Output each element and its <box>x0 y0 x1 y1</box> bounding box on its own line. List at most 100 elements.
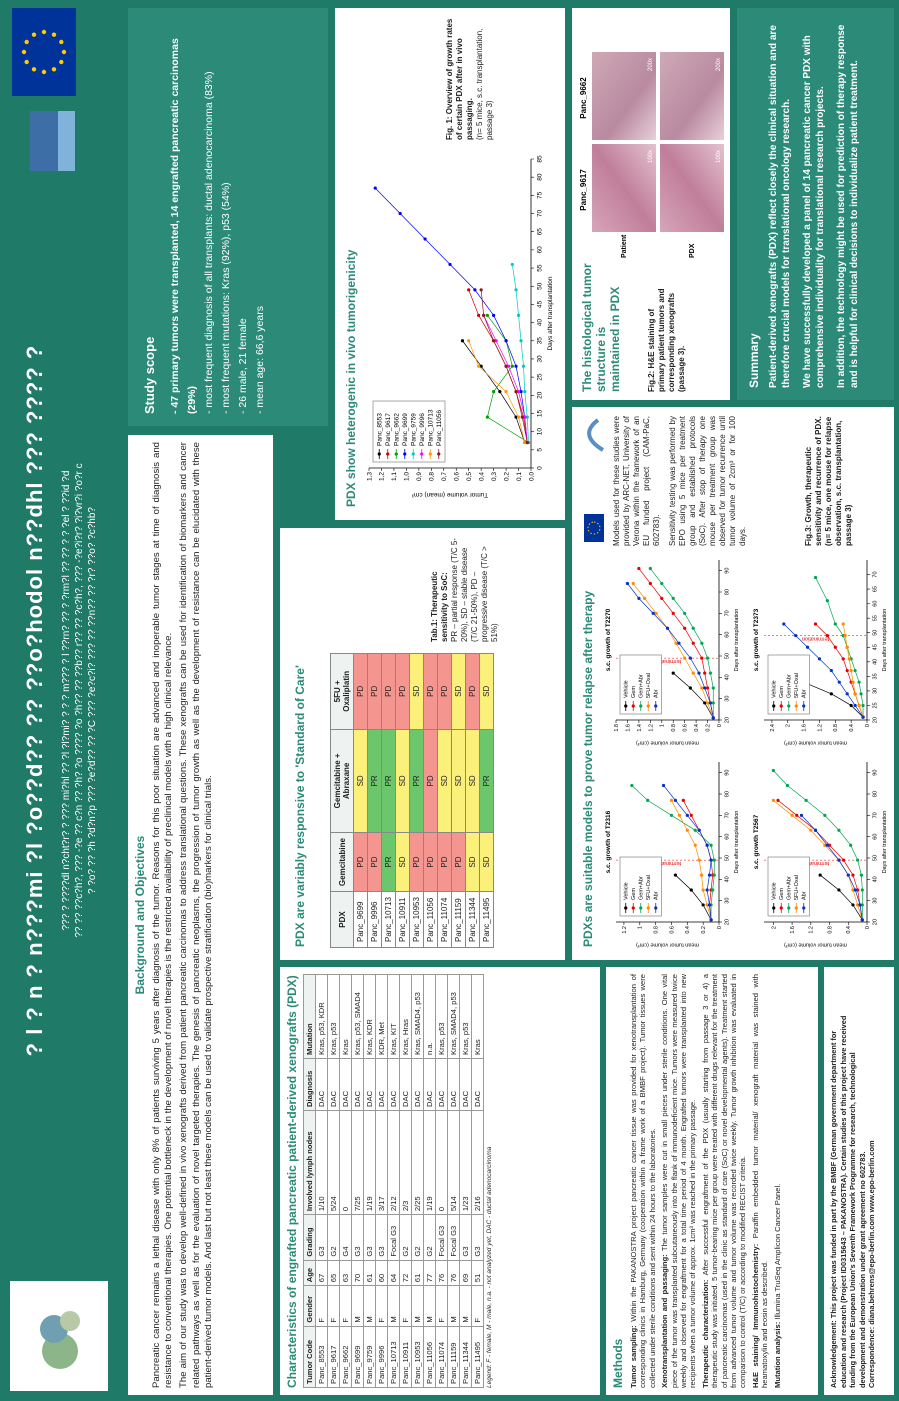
column-header: Diagnosis <box>304 1058 316 1110</box>
y-tick-label: 1.6 <box>802 724 808 732</box>
table-cell: G3 <box>472 1215 484 1260</box>
flag-star <box>62 50 66 54</box>
data-point <box>860 873 863 876</box>
table-cell: DAC <box>352 1058 364 1110</box>
scope-item: - most frequent mutations: Kras (92%), p… <box>218 20 235 414</box>
data-point <box>703 686 706 689</box>
table-row: Panc_9759M61G31/19DACKras, KDR <box>364 975 376 1388</box>
table-cell: G3 <box>316 1215 328 1260</box>
table-cell: Panc_10953 <box>410 892 424 948</box>
table-cell: PD <box>424 654 438 730</box>
table-cell: Panc_10953 <box>412 1326 424 1387</box>
y-axis-label: mean tumor volume (cm³) <box>784 740 847 746</box>
data-point <box>826 844 829 847</box>
table-cell: 61 <box>364 1260 376 1286</box>
table-cell: PD <box>354 654 368 730</box>
y-axis-label: Tumor volume (mean) cm³ <box>411 491 488 498</box>
table-caption: Tab.1: Therapeutic sensitivity to SoC: P… <box>430 537 500 642</box>
data-point <box>692 627 695 630</box>
y-tick-label: 1.4 <box>637 724 643 732</box>
table-cell: Kras, SMAD4, p53 <box>448 975 460 1059</box>
y-tick-label: 0.4 <box>846 926 852 934</box>
legend-label: Vehicle <box>772 680 778 698</box>
legend-label: Gem+Abr <box>787 876 793 900</box>
data-point <box>794 634 797 637</box>
flag-star <box>42 70 46 74</box>
legend-marker <box>395 452 398 455</box>
legend-label: 5FU+Oxal <box>646 875 652 900</box>
data-point <box>837 888 840 891</box>
y-tick-label: 0 <box>865 724 871 727</box>
column-header: Mutation <box>304 975 316 1059</box>
data-point <box>846 669 849 672</box>
table-cell: 2/12 <box>388 1110 400 1214</box>
y-tick-label: 0,9 <box>416 472 423 481</box>
data-point <box>692 642 695 645</box>
data-point <box>700 642 703 645</box>
data-point <box>514 288 517 291</box>
x-tick-label: 35 <box>873 673 879 679</box>
table-cell: SD <box>438 729 452 832</box>
data-point <box>654 612 657 615</box>
summary-paragraph: In addition, the technology might be use… <box>835 20 861 388</box>
y-tick-label: 0.4 <box>685 926 691 934</box>
table-cell: F <box>316 1286 328 1326</box>
data-point <box>856 859 859 862</box>
table-cell: SD <box>466 833 480 892</box>
x-tick-label: 55 <box>537 264 544 272</box>
table-cell: Panc_9699 <box>352 1326 364 1387</box>
legend-label: Panc_8553 <box>377 413 384 446</box>
histology-image <box>592 52 656 140</box>
data-point <box>698 829 701 832</box>
data-point <box>672 597 675 600</box>
figure-caption: Fig.3: Growth, therapeutic sensitivity a… <box>804 416 854 546</box>
histology-image <box>592 144 656 232</box>
legend-marker <box>647 906 650 909</box>
y-axis-label: mean tumor volume (cm³) <box>636 942 699 948</box>
legend-label: Vehicle <box>624 882 630 900</box>
table-cell: Kras, p53 <box>436 975 448 1059</box>
y-tick-label: 0.2 <box>701 926 707 934</box>
table-cell: 1/23 <box>460 1110 472 1214</box>
flag-star <box>24 40 28 44</box>
data-point <box>649 582 652 585</box>
legend-marker <box>780 906 783 909</box>
legend-label: Gem+Abr <box>787 674 793 698</box>
table-cell: M <box>364 1286 376 1326</box>
data-point <box>700 873 703 876</box>
data-point <box>519 339 522 342</box>
table-cell: SD <box>410 654 424 730</box>
column-header: 5FU + Oxaliplatin <box>331 654 354 730</box>
y-tick-label: 1 <box>660 724 666 727</box>
x-tick-label: 70 <box>725 812 731 818</box>
data-point <box>694 829 697 832</box>
y-tick-label: 1.8 <box>614 724 620 732</box>
method-paragraph: Xenotransplantation and passaging: The t… <box>660 974 698 1388</box>
x-tick-label: 25 <box>537 373 544 381</box>
table-cell: SD <box>354 729 368 832</box>
data-point <box>830 669 833 672</box>
table-cell: SD <box>396 729 410 832</box>
table-cell: Kras, p53, KDR <box>316 975 328 1059</box>
table-cell: DAC <box>448 1058 460 1110</box>
legend-marker <box>802 906 805 909</box>
x-tick-label: 20 <box>873 717 879 723</box>
column-label: Panc_9662 <box>579 77 588 119</box>
relapse-section: PDXs are suitable models to prove tumor … <box>572 407 894 960</box>
background-section: Background and Objectives Pancreatic can… <box>128 435 273 1395</box>
table-cell: 67 <box>316 1260 328 1286</box>
table-cell: Panc_11495 <box>480 892 494 948</box>
relapse-chart: s.c. growth T256700.40.81.21.62203040506… <box>748 756 893 956</box>
column-header: Grading <box>304 1215 316 1260</box>
legend-label: Gem <box>631 686 637 698</box>
table-row: Panc_11074F76Focal G30DACKras, p53 <box>436 975 448 1388</box>
method-paragraph: Tumor sampling: Within the PAKANOSTRA pr… <box>629 974 657 1388</box>
table-cell: n.a. <box>424 975 436 1059</box>
data-point <box>660 597 663 600</box>
y-tick-label: 1,2 <box>379 472 386 481</box>
data-point <box>514 365 517 368</box>
flag-star <box>52 32 56 36</box>
histology-images: Panc_9617Panc_9662Patient100x200xPDX100x… <box>576 12 726 260</box>
